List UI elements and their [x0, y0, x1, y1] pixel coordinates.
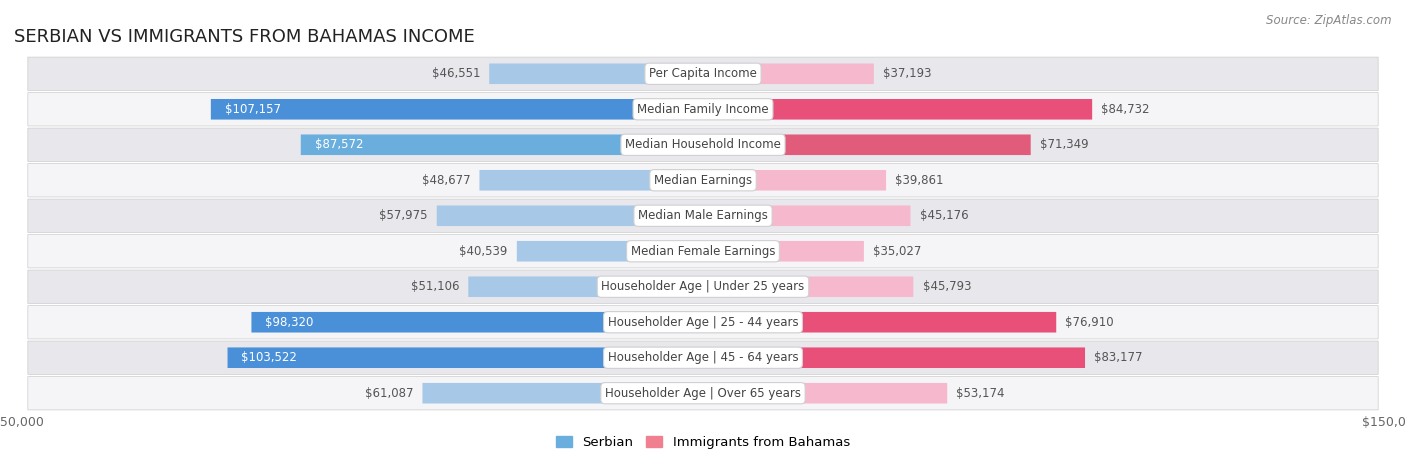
FancyBboxPatch shape — [422, 383, 703, 403]
FancyBboxPatch shape — [703, 170, 886, 191]
FancyBboxPatch shape — [703, 276, 914, 297]
Text: $98,320: $98,320 — [266, 316, 314, 329]
Text: $107,157: $107,157 — [225, 103, 281, 116]
FancyBboxPatch shape — [703, 205, 911, 226]
FancyBboxPatch shape — [28, 234, 1378, 268]
FancyBboxPatch shape — [28, 341, 1378, 375]
FancyBboxPatch shape — [228, 347, 703, 368]
FancyBboxPatch shape — [28, 128, 1378, 162]
Text: $83,177: $83,177 — [1094, 351, 1143, 364]
Text: $103,522: $103,522 — [242, 351, 297, 364]
FancyBboxPatch shape — [703, 99, 1092, 120]
Text: Householder Age | Under 25 years: Householder Age | Under 25 years — [602, 280, 804, 293]
Text: $46,551: $46,551 — [432, 67, 479, 80]
FancyBboxPatch shape — [703, 347, 1085, 368]
Text: $53,174: $53,174 — [956, 387, 1005, 400]
Text: $45,793: $45,793 — [922, 280, 972, 293]
FancyBboxPatch shape — [28, 57, 1378, 91]
Text: Per Capita Income: Per Capita Income — [650, 67, 756, 80]
FancyBboxPatch shape — [437, 205, 703, 226]
FancyBboxPatch shape — [252, 312, 703, 333]
FancyBboxPatch shape — [28, 163, 1378, 197]
FancyBboxPatch shape — [28, 305, 1378, 339]
FancyBboxPatch shape — [479, 170, 703, 191]
Text: $61,087: $61,087 — [364, 387, 413, 400]
Text: Householder Age | 45 - 64 years: Householder Age | 45 - 64 years — [607, 351, 799, 364]
Text: $40,539: $40,539 — [460, 245, 508, 258]
Text: Median Female Earnings: Median Female Earnings — [631, 245, 775, 258]
Text: $48,677: $48,677 — [422, 174, 470, 187]
FancyBboxPatch shape — [703, 312, 1056, 333]
Text: Median Earnings: Median Earnings — [654, 174, 752, 187]
Text: $37,193: $37,193 — [883, 67, 932, 80]
Text: $84,732: $84,732 — [1101, 103, 1150, 116]
FancyBboxPatch shape — [211, 99, 703, 120]
Legend: Serbian, Immigrants from Bahamas: Serbian, Immigrants from Bahamas — [551, 431, 855, 454]
FancyBboxPatch shape — [517, 241, 703, 262]
Text: $39,861: $39,861 — [896, 174, 943, 187]
Text: Source: ZipAtlas.com: Source: ZipAtlas.com — [1267, 14, 1392, 27]
FancyBboxPatch shape — [28, 92, 1378, 126]
FancyBboxPatch shape — [28, 270, 1378, 304]
Text: Householder Age | Over 65 years: Householder Age | Over 65 years — [605, 387, 801, 400]
FancyBboxPatch shape — [28, 376, 1378, 410]
Text: $45,176: $45,176 — [920, 209, 969, 222]
FancyBboxPatch shape — [489, 64, 703, 84]
Text: $57,975: $57,975 — [380, 209, 427, 222]
FancyBboxPatch shape — [703, 64, 873, 84]
Text: $35,027: $35,027 — [873, 245, 921, 258]
FancyBboxPatch shape — [703, 241, 863, 262]
Text: $71,349: $71,349 — [1040, 138, 1088, 151]
Text: Median Household Income: Median Household Income — [626, 138, 780, 151]
Text: Median Family Income: Median Family Income — [637, 103, 769, 116]
Text: Householder Age | 25 - 44 years: Householder Age | 25 - 44 years — [607, 316, 799, 329]
Text: Median Male Earnings: Median Male Earnings — [638, 209, 768, 222]
FancyBboxPatch shape — [468, 276, 703, 297]
FancyBboxPatch shape — [703, 383, 948, 403]
Text: $87,572: $87,572 — [315, 138, 363, 151]
Text: $76,910: $76,910 — [1066, 316, 1114, 329]
Text: $51,106: $51,106 — [411, 280, 460, 293]
FancyBboxPatch shape — [301, 134, 703, 155]
Text: SERBIAN VS IMMIGRANTS FROM BAHAMAS INCOME: SERBIAN VS IMMIGRANTS FROM BAHAMAS INCOM… — [14, 28, 475, 46]
FancyBboxPatch shape — [703, 134, 1031, 155]
FancyBboxPatch shape — [28, 199, 1378, 233]
